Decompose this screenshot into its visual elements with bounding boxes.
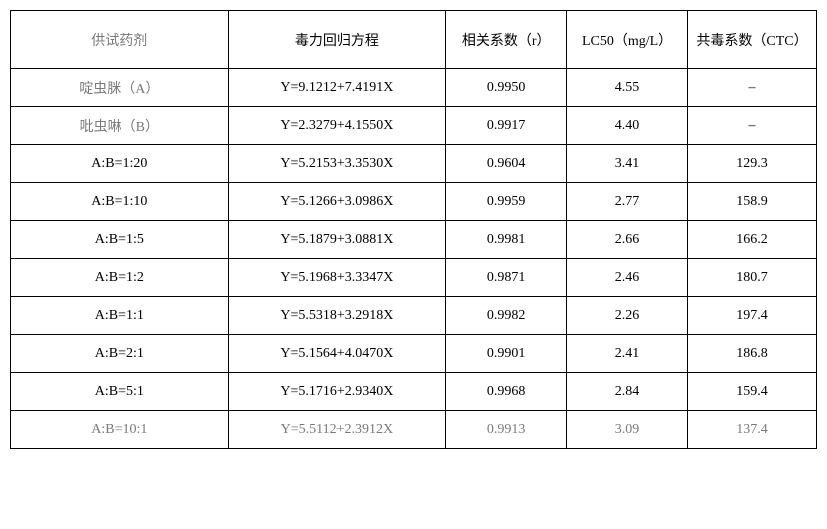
cell-ctc: 129.3	[688, 145, 817, 183]
cell-ctc: 159.4	[688, 373, 817, 411]
cell-equation: Y=5.5112+2.3912X	[228, 411, 446, 449]
cell-equation: Y=9.1212+7.4191X	[228, 69, 446, 107]
cell-lc50: 2.66	[567, 221, 688, 259]
header-coefficient: 相关系数（r）	[446, 11, 567, 69]
table-body: 啶虫脒（A） Y=9.1212+7.4191X 0.9950 4.55 – 吡虫…	[11, 69, 817, 449]
cell-coefficient: 0.9917	[446, 107, 567, 145]
cell-coefficient: 0.9982	[446, 297, 567, 335]
cell-lc50: 4.40	[567, 107, 688, 145]
header-agent: 供试药剂	[11, 11, 229, 69]
cell-equation: Y=5.1879+3.0881X	[228, 221, 446, 259]
table-row: A:B=10:1 Y=5.5112+2.3912X 0.9913 3.09 13…	[11, 411, 817, 449]
cell-ctc: 197.4	[688, 297, 817, 335]
cell-agent: A:B=5:1	[11, 373, 229, 411]
cell-coefficient: 0.9968	[446, 373, 567, 411]
cell-agent: 啶虫脒（A）	[11, 69, 229, 107]
cell-lc50: 2.77	[567, 183, 688, 221]
header-lc50: LC50（mg/L）	[567, 11, 688, 69]
cell-ctc: 137.4	[688, 411, 817, 449]
cell-agent: A:B=10:1	[11, 411, 229, 449]
cell-coefficient: 0.9871	[446, 259, 567, 297]
table-header-row: 供试药剂 毒力回归方程 相关系数（r） LC50（mg/L） 共毒系数（CTC）	[11, 11, 817, 69]
cell-equation: Y=5.5318+3.2918X	[228, 297, 446, 335]
data-table: 供试药剂 毒力回归方程 相关系数（r） LC50（mg/L） 共毒系数（CTC）…	[10, 10, 817, 449]
cell-agent: A:B=1:1	[11, 297, 229, 335]
table-row: A:B=1:10 Y=5.1266+3.0986X 0.9959 2.77 15…	[11, 183, 817, 221]
table-row: A:B=1:5 Y=5.1879+3.0881X 0.9981 2.66 166…	[11, 221, 817, 259]
cell-ctc: 158.9	[688, 183, 817, 221]
cell-coefficient: 0.9604	[446, 145, 567, 183]
cell-coefficient: 0.9950	[446, 69, 567, 107]
cell-coefficient: 0.9981	[446, 221, 567, 259]
cell-agent: A:B=1:2	[11, 259, 229, 297]
cell-ctc: –	[688, 69, 817, 107]
cell-agent: A:B=1:20	[11, 145, 229, 183]
table-row: 啶虫脒（A） Y=9.1212+7.4191X 0.9950 4.55 –	[11, 69, 817, 107]
cell-ctc: 180.7	[688, 259, 817, 297]
cell-lc50: 4.55	[567, 69, 688, 107]
cell-lc50: 2.84	[567, 373, 688, 411]
cell-ctc: 166.2	[688, 221, 817, 259]
table-row: A:B=1:2 Y=5.1968+3.3347X 0.9871 2.46 180…	[11, 259, 817, 297]
cell-lc50: 3.41	[567, 145, 688, 183]
cell-ctc: 186.8	[688, 335, 817, 373]
cell-agent: A:B=1:10	[11, 183, 229, 221]
cell-agent: 吡虫啉（B）	[11, 107, 229, 145]
header-equation: 毒力回归方程	[228, 11, 446, 69]
cell-equation: Y=5.1968+3.3347X	[228, 259, 446, 297]
cell-coefficient: 0.9901	[446, 335, 567, 373]
cell-equation: Y=2.3279+4.1550X	[228, 107, 446, 145]
table-row: A:B=1:20 Y=5.2153+3.3530X 0.9604 3.41 12…	[11, 145, 817, 183]
cell-equation: Y=5.1564+4.0470X	[228, 335, 446, 373]
cell-lc50: 3.09	[567, 411, 688, 449]
cell-ctc: –	[688, 107, 817, 145]
cell-agent: A:B=2:1	[11, 335, 229, 373]
cell-coefficient: 0.9959	[446, 183, 567, 221]
cell-lc50: 2.46	[567, 259, 688, 297]
table-row: A:B=1:1 Y=5.5318+3.2918X 0.9982 2.26 197…	[11, 297, 817, 335]
cell-lc50: 2.41	[567, 335, 688, 373]
cell-coefficient: 0.9913	[446, 411, 567, 449]
header-ctc: 共毒系数（CTC）	[688, 11, 817, 69]
table-row: A:B=2:1 Y=5.1564+4.0470X 0.9901 2.41 186…	[11, 335, 817, 373]
cell-equation: Y=5.1716+2.9340X	[228, 373, 446, 411]
cell-equation: Y=5.1266+3.0986X	[228, 183, 446, 221]
cell-equation: Y=5.2153+3.3530X	[228, 145, 446, 183]
table-row: A:B=5:1 Y=5.1716+2.9340X 0.9968 2.84 159…	[11, 373, 817, 411]
cell-agent: A:B=1:5	[11, 221, 229, 259]
cell-lc50: 2.26	[567, 297, 688, 335]
table-row: 吡虫啉（B） Y=2.3279+4.1550X 0.9917 4.40 –	[11, 107, 817, 145]
